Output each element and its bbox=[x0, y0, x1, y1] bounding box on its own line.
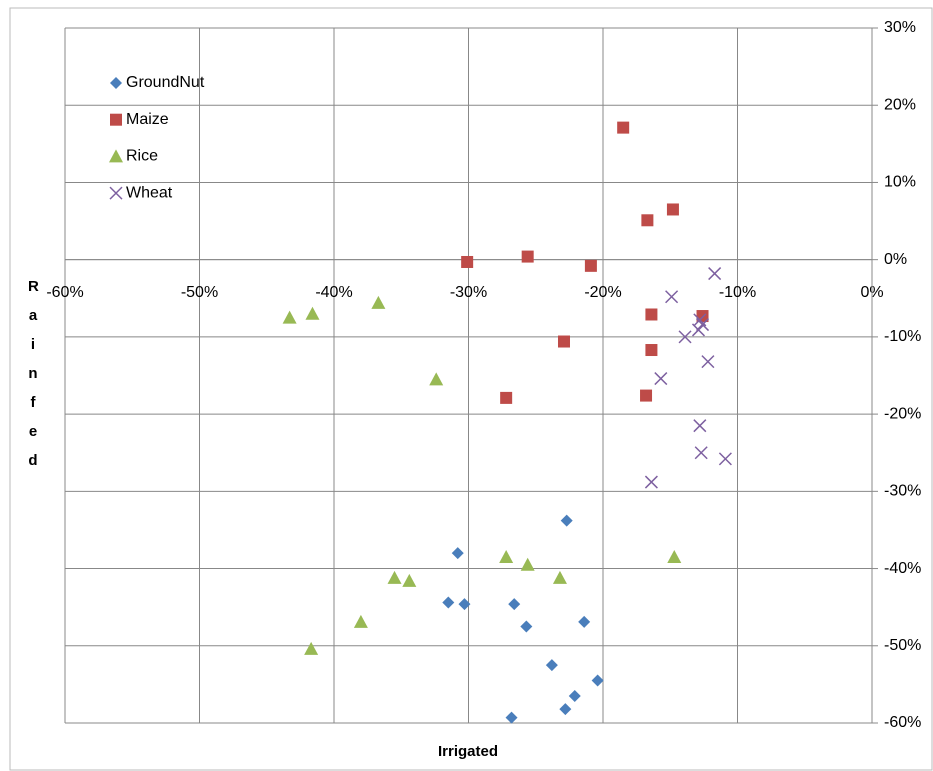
data-point bbox=[304, 641, 319, 655]
data-point bbox=[644, 475, 658, 489]
data-point bbox=[520, 620, 533, 633]
data-point bbox=[282, 310, 297, 324]
y-tick-label: 0% bbox=[884, 251, 907, 268]
y-tick-label: 30% bbox=[884, 19, 916, 36]
y-tick-label: -10% bbox=[884, 328, 921, 345]
data-point bbox=[708, 267, 722, 281]
y-tick-label: -30% bbox=[884, 483, 921, 500]
data-point bbox=[640, 389, 653, 402]
y-tick-label: 10% bbox=[884, 174, 916, 191]
x-tick-label: -30% bbox=[450, 284, 487, 301]
data-point bbox=[500, 391, 513, 404]
y-tick-label: -60% bbox=[884, 714, 921, 731]
data-point bbox=[701, 355, 715, 369]
data-point bbox=[371, 295, 386, 309]
legend-marker bbox=[109, 186, 123, 200]
data-point bbox=[559, 703, 572, 716]
legend-label: Rice bbox=[126, 148, 158, 165]
data-point bbox=[645, 344, 658, 357]
x-tick-label: -10% bbox=[719, 284, 756, 301]
x-tick-label: -60% bbox=[46, 284, 83, 301]
data-point bbox=[552, 570, 567, 584]
x-axis-title: Irrigated bbox=[438, 743, 498, 760]
data-point bbox=[442, 596, 455, 609]
data-point bbox=[718, 452, 732, 466]
data-point bbox=[305, 306, 320, 320]
data-point bbox=[353, 614, 368, 628]
data-point bbox=[667, 549, 682, 563]
x-tick-label: -20% bbox=[584, 284, 621, 301]
data-point bbox=[429, 372, 444, 386]
data-point bbox=[654, 372, 668, 386]
data-point bbox=[458, 598, 471, 611]
data-point bbox=[387, 570, 402, 584]
y-tick-label: -40% bbox=[884, 560, 921, 577]
legend-label: Maize bbox=[126, 111, 169, 128]
data-point bbox=[691, 323, 706, 337]
y-tick-label: 20% bbox=[884, 96, 916, 113]
data-point bbox=[520, 557, 535, 571]
data-point bbox=[666, 203, 679, 216]
data-point bbox=[521, 250, 534, 263]
data-point bbox=[591, 674, 604, 687]
data-point bbox=[693, 419, 707, 433]
data-point bbox=[645, 308, 658, 321]
data-point bbox=[505, 711, 518, 724]
x-tick-label: -40% bbox=[315, 284, 352, 301]
data-point bbox=[560, 514, 573, 527]
data-point bbox=[694, 446, 708, 460]
legend-label: Wheat bbox=[126, 184, 173, 201]
y-tick-label: -20% bbox=[884, 405, 921, 422]
x-tick-label: -50% bbox=[181, 284, 218, 301]
data-point bbox=[508, 598, 521, 611]
legend-marker bbox=[110, 77, 122, 89]
data-point bbox=[695, 318, 710, 332]
data-point bbox=[568, 689, 581, 702]
data-point bbox=[678, 330, 692, 344]
data-point bbox=[451, 547, 464, 560]
legend-marker bbox=[109, 149, 123, 163]
data-point bbox=[665, 290, 679, 304]
data-point bbox=[617, 121, 630, 134]
y-tick-label: -50% bbox=[884, 637, 921, 654]
legend-marker bbox=[110, 113, 122, 126]
data-point bbox=[499, 549, 514, 563]
data-point bbox=[402, 573, 417, 587]
chart-border bbox=[9, 7, 933, 771]
data-point bbox=[584, 259, 597, 272]
data-point bbox=[461, 255, 474, 268]
data-point bbox=[545, 659, 558, 672]
legend-label: GroundNut bbox=[126, 74, 205, 91]
data-point bbox=[641, 214, 654, 227]
data-point bbox=[578, 615, 591, 628]
data-point bbox=[557, 335, 570, 348]
y-axis-title: Rainfed bbox=[28, 278, 39, 469]
